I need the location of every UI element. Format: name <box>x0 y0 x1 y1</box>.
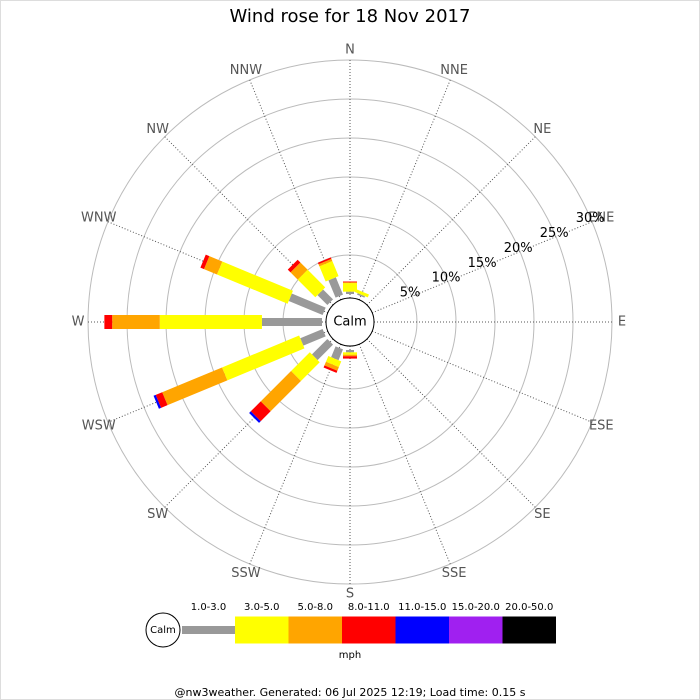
petal-segment <box>260 371 301 412</box>
legend-swatch <box>182 626 235 634</box>
footer: @nw3weather. Generated: 06 Jul 2025 12:1… <box>175 686 526 699</box>
petal-segment <box>328 277 343 298</box>
direction-label: NNW <box>230 63 262 78</box>
direction-label: SSW <box>231 566 261 581</box>
petal-segment <box>357 293 366 298</box>
petal-segment <box>203 256 223 275</box>
direction-label: SSE <box>442 566 467 581</box>
petal-segment <box>104 315 113 329</box>
direction-label: NW <box>146 122 169 137</box>
legend-swatch <box>235 616 289 644</box>
direction-label: ESE <box>589 419 614 434</box>
legend-calm-label: Calm <box>150 625 176 636</box>
petal-segment <box>162 367 228 406</box>
petal-segment <box>317 257 332 265</box>
spoke <box>249 343 342 565</box>
spoke <box>371 330 593 423</box>
petal-segment <box>112 315 160 329</box>
petal-segment <box>300 329 326 346</box>
calm-label: Calm <box>333 315 366 330</box>
legend-swatch <box>449 616 503 644</box>
petal-segment <box>346 291 354 294</box>
petal-segment <box>343 281 357 283</box>
legend-swatch <box>502 616 556 644</box>
petal-segment <box>343 282 357 284</box>
petal-segment <box>354 289 369 298</box>
petal-segment <box>311 338 334 361</box>
chart-title: Wind rose for 18 Nov 2017 <box>230 6 471 27</box>
direction-label: NE <box>533 122 551 137</box>
legend-swatch <box>395 616 449 644</box>
direction-label: E <box>618 315 626 330</box>
spoke <box>366 338 536 508</box>
direction-label: SW <box>147 507 168 522</box>
petal-segment <box>325 355 342 368</box>
petal-segment <box>343 283 357 292</box>
spoke <box>371 221 593 314</box>
legend-label: 11.0-15.0 <box>398 602 446 613</box>
direction-label: WSW <box>82 419 116 434</box>
direction-label: WNW <box>81 210 117 225</box>
calm-circle <box>325 297 375 347</box>
r-tick-label: 25% <box>540 226 569 241</box>
spoke <box>358 79 451 301</box>
petal-segment <box>324 361 339 371</box>
petal-segment <box>261 318 322 326</box>
legend-label: 5.0-8.0 <box>298 602 333 613</box>
legend-label: 1.0-3.0 <box>191 602 226 613</box>
r-tick-label: 15% <box>468 256 497 271</box>
legend-calm <box>145 612 181 648</box>
petal-segment <box>319 261 339 282</box>
r-tick-label: 10% <box>432 271 461 286</box>
petal-segment <box>200 254 210 270</box>
direction-label: W <box>72 315 85 330</box>
legend-label: 3.0-5.0 <box>244 602 279 613</box>
petal-segment <box>155 392 168 408</box>
legend-label: 15.0-20.0 <box>452 602 500 613</box>
petal-segment <box>287 259 301 273</box>
direction-label: S <box>346 587 354 602</box>
direction-label: SE <box>534 507 550 522</box>
r-tick-label: 20% <box>504 241 533 256</box>
r-tick-label: 30% <box>576 211 605 226</box>
legend-label: 20.0-50.0 <box>505 602 553 613</box>
petal-segment <box>331 346 343 361</box>
petal-segment <box>297 269 326 298</box>
r-tick-label: 5% <box>400 286 421 301</box>
direction-label: NNE <box>440 63 468 78</box>
spoke <box>366 136 536 306</box>
petal-segment <box>288 293 326 315</box>
petal-segment <box>343 356 357 359</box>
petal-segment <box>250 401 271 422</box>
petal-segment <box>216 261 293 304</box>
legend-swatch <box>342 616 396 644</box>
petal-segment <box>318 258 333 267</box>
legend-label: 8.0-11.0 <box>348 602 390 613</box>
petal-segment <box>290 262 308 280</box>
legend-swatch <box>288 616 342 644</box>
petal-segment <box>291 352 320 381</box>
petal-segment <box>346 350 354 353</box>
petal-segment <box>153 394 162 409</box>
petal-segment <box>323 365 338 373</box>
direction-label: N <box>345 43 355 58</box>
direction-label: ENE <box>588 210 614 225</box>
legend-unit: mph <box>339 650 361 661</box>
spoke <box>358 343 451 565</box>
petal-segment <box>249 411 261 423</box>
petal-segment <box>222 335 305 381</box>
petal-segment <box>317 289 334 306</box>
petal-segment <box>343 352 357 355</box>
petal-segment <box>343 354 357 357</box>
petal-segment <box>159 315 262 329</box>
